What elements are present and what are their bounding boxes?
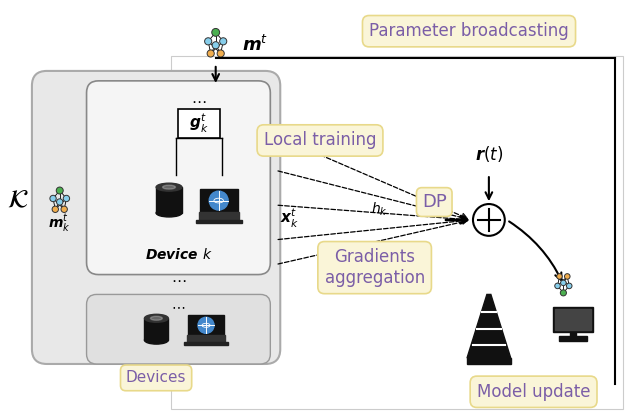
Ellipse shape [150, 316, 163, 320]
Circle shape [63, 195, 70, 202]
Circle shape [212, 42, 220, 49]
Circle shape [566, 283, 572, 289]
Circle shape [212, 29, 220, 36]
Circle shape [217, 50, 224, 57]
Bar [559, 336, 588, 341]
FancyBboxPatch shape [86, 81, 270, 275]
Text: $\boldsymbol{x}_k^t$: $\boldsymbol{x}_k^t$ [280, 207, 300, 230]
Circle shape [61, 206, 67, 213]
Text: $\mathcal{K}$: $\mathcal{K}$ [7, 188, 29, 212]
Bar [199, 212, 239, 221]
Bar [467, 358, 511, 364]
Bar [178, 109, 220, 139]
FancyBboxPatch shape [86, 294, 270, 364]
Ellipse shape [145, 336, 168, 344]
Text: $\cdots$: $\cdots$ [172, 299, 186, 313]
Bar [554, 307, 593, 332]
Circle shape [561, 280, 566, 286]
Text: $\cdots$: $\cdots$ [171, 272, 186, 287]
Polygon shape [467, 294, 511, 358]
Text: $\boldsymbol{r}(t)$: $\boldsymbol{r}(t)$ [475, 144, 503, 164]
Circle shape [557, 274, 563, 279]
Bar [184, 342, 228, 345]
Circle shape [220, 38, 227, 45]
Bar [187, 335, 225, 343]
Text: $h_k$: $h_k$ [371, 200, 388, 218]
Text: Gradients
aggregation: Gradients aggregation [324, 248, 425, 287]
Circle shape [555, 283, 561, 289]
Text: Device $k$: Device $k$ [145, 247, 212, 262]
Bar [188, 315, 224, 335]
Circle shape [205, 38, 212, 45]
Circle shape [56, 187, 63, 194]
Circle shape [50, 195, 56, 202]
Ellipse shape [156, 183, 182, 191]
Ellipse shape [145, 314, 168, 322]
Circle shape [561, 290, 566, 296]
Circle shape [209, 191, 228, 210]
Ellipse shape [156, 209, 182, 217]
Circle shape [56, 199, 63, 205]
Text: Devices: Devices [126, 370, 186, 386]
FancyBboxPatch shape [32, 71, 280, 364]
Circle shape [473, 204, 505, 236]
Circle shape [198, 317, 214, 333]
Bar [171, 56, 623, 409]
Bar [196, 220, 241, 223]
Bar [200, 189, 237, 212]
Text: $\cdots$: $\cdots$ [191, 93, 207, 108]
Ellipse shape [163, 185, 175, 189]
Bar [570, 332, 576, 336]
Circle shape [52, 206, 58, 213]
Bar [145, 318, 168, 340]
Text: $\boldsymbol{m}^t$: $\boldsymbol{m}^t$ [241, 35, 268, 55]
Bar [156, 187, 182, 213]
Text: $\boldsymbol{g}_k^t$: $\boldsymbol{g}_k^t$ [189, 112, 209, 135]
Text: Local training: Local training [264, 131, 376, 150]
Text: DP: DP [422, 193, 447, 211]
Bar [556, 310, 591, 330]
Text: Model update: Model update [477, 383, 590, 401]
Text: $\boldsymbol{m}_k^t$: $\boldsymbol{m}_k^t$ [49, 212, 71, 234]
Text: Parameter broadcasting: Parameter broadcasting [369, 22, 569, 40]
Circle shape [207, 50, 214, 57]
Circle shape [564, 274, 570, 279]
